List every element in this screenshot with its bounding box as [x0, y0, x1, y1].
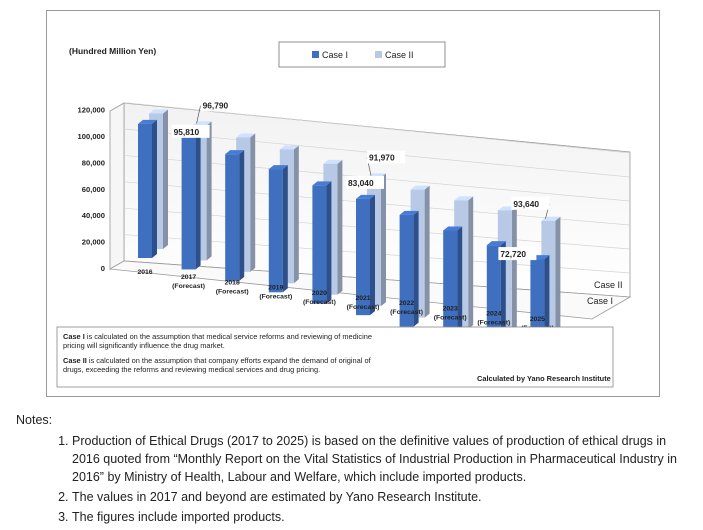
- bar-case-1-1: [181, 133, 201, 270]
- y-tick-label: 20,000: [82, 238, 105, 247]
- data-label: 83,040: [346, 175, 384, 189]
- y-tick-label: 60,000: [82, 185, 105, 194]
- data-label: 91,970: [366, 150, 405, 176]
- y-tick-label: 120,000: [78, 106, 105, 115]
- svg-text:95,810: 95,810: [174, 127, 200, 137]
- y-tick-label: 100,000: [78, 132, 105, 141]
- note-item: The values in 2017 and beyond are estima…: [72, 488, 696, 506]
- legend-swatch-case-2: [375, 51, 382, 58]
- x-tick-label: 2020 (Forecast): [303, 290, 336, 306]
- notes-section: Notes: Production of Ethical Drugs (2017…: [16, 411, 696, 528]
- footnote-case-2-line-1: is calculated on the assumption that com…: [89, 356, 372, 365]
- legend-box: [278, 41, 446, 68]
- y-tick-label: 0: [101, 264, 105, 273]
- legend-label-case-2: Case II: [385, 50, 414, 60]
- y-tick-label: 80,000: [82, 158, 105, 167]
- depth-label-case-1: Case I: [587, 296, 613, 306]
- credit-text: Calculated by Yano Research Institute: [477, 374, 611, 383]
- svg-text:83,040: 83,040: [348, 178, 374, 188]
- notes-heading: Notes:: [16, 413, 53, 427]
- x-tick-label: 2017 (Forecast): [172, 274, 205, 290]
- bar-case-1-4: [312, 181, 332, 304]
- svg-text:91,970: 91,970: [369, 152, 395, 162]
- footnote-box: [56, 326, 614, 388]
- footnote-case-1-bold: Case I: [63, 332, 85, 341]
- data-label: 93,640: [511, 196, 550, 219]
- bar-case-1-5: [356, 194, 375, 316]
- y-unit-label: (Hundred Million Yen): [69, 46, 156, 56]
- footnote-case-1-line-1: is calculated on the assumption that med…: [87, 332, 372, 341]
- y-tick-label: 40,000: [82, 211, 105, 220]
- legend-swatch-case-1: [312, 51, 319, 58]
- data-label: 96,790: [196, 98, 239, 124]
- footnote-case-2-bold: Case II: [63, 356, 87, 365]
- bar-case-1-6: [399, 210, 419, 327]
- x-tick-label: 2022 (Forecast): [390, 300, 423, 316]
- footnote-case-1: Case I is calculated on the assumption t…: [63, 332, 374, 350]
- svg-text:93,640: 93,640: [513, 199, 539, 209]
- x-tick-label: 2016: [137, 269, 152, 276]
- x-tick-label: 2024 (Forecast): [477, 311, 510, 327]
- legend: Case I Case II: [278, 41, 446, 68]
- bar-case-1-8: [486, 241, 506, 350]
- plot-side-wall: [109, 102, 125, 270]
- svg-text:96,790: 96,790: [203, 100, 229, 110]
- footnote-case-2: Case II is calculated on the assumption …: [63, 356, 373, 374]
- x-tick-label: 2023 (Forecast): [434, 305, 467, 321]
- legend-label-case-1: Case I: [322, 50, 348, 60]
- note-item: The figures include imported products.: [72, 508, 696, 526]
- bar-case-1-3: [268, 165, 288, 293]
- bar-case-1-7: [443, 226, 463, 339]
- footnote-case-1-line-2: pricing will significantly influence the…: [63, 341, 225, 350]
- x-tick-label: 2018 (Forecast): [216, 279, 249, 295]
- footnote-case-2-line-2: drugs, exceeding the reforms and reviewi…: [63, 365, 320, 374]
- bar-case-1-2: [225, 150, 245, 281]
- note-item: Production of Ethical Drugs (2017 to 202…: [72, 432, 696, 486]
- data-label: 95,810: [171, 124, 210, 138]
- depth-label-case-2: Case II: [594, 280, 623, 290]
- x-tick-label: 2019 (Forecast): [259, 285, 292, 301]
- svg-text:72,720: 72,720: [500, 249, 526, 259]
- x-tick-label: 2021 (Forecast): [347, 295, 380, 311]
- chart-panel: 120,000 100,000 80,000 60,000 40,000 20,000 0 …: [46, 10, 660, 397]
- chart-svg: 120,000100,00080,00060,00040,00020,0000 …: [56, 41, 632, 388]
- data-label: 72,720: [498, 247, 537, 261]
- notes-list: Production of Ethical Drugs (2017 to 202…: [16, 432, 696, 526]
- bar-case-1-0: [138, 119, 157, 258]
